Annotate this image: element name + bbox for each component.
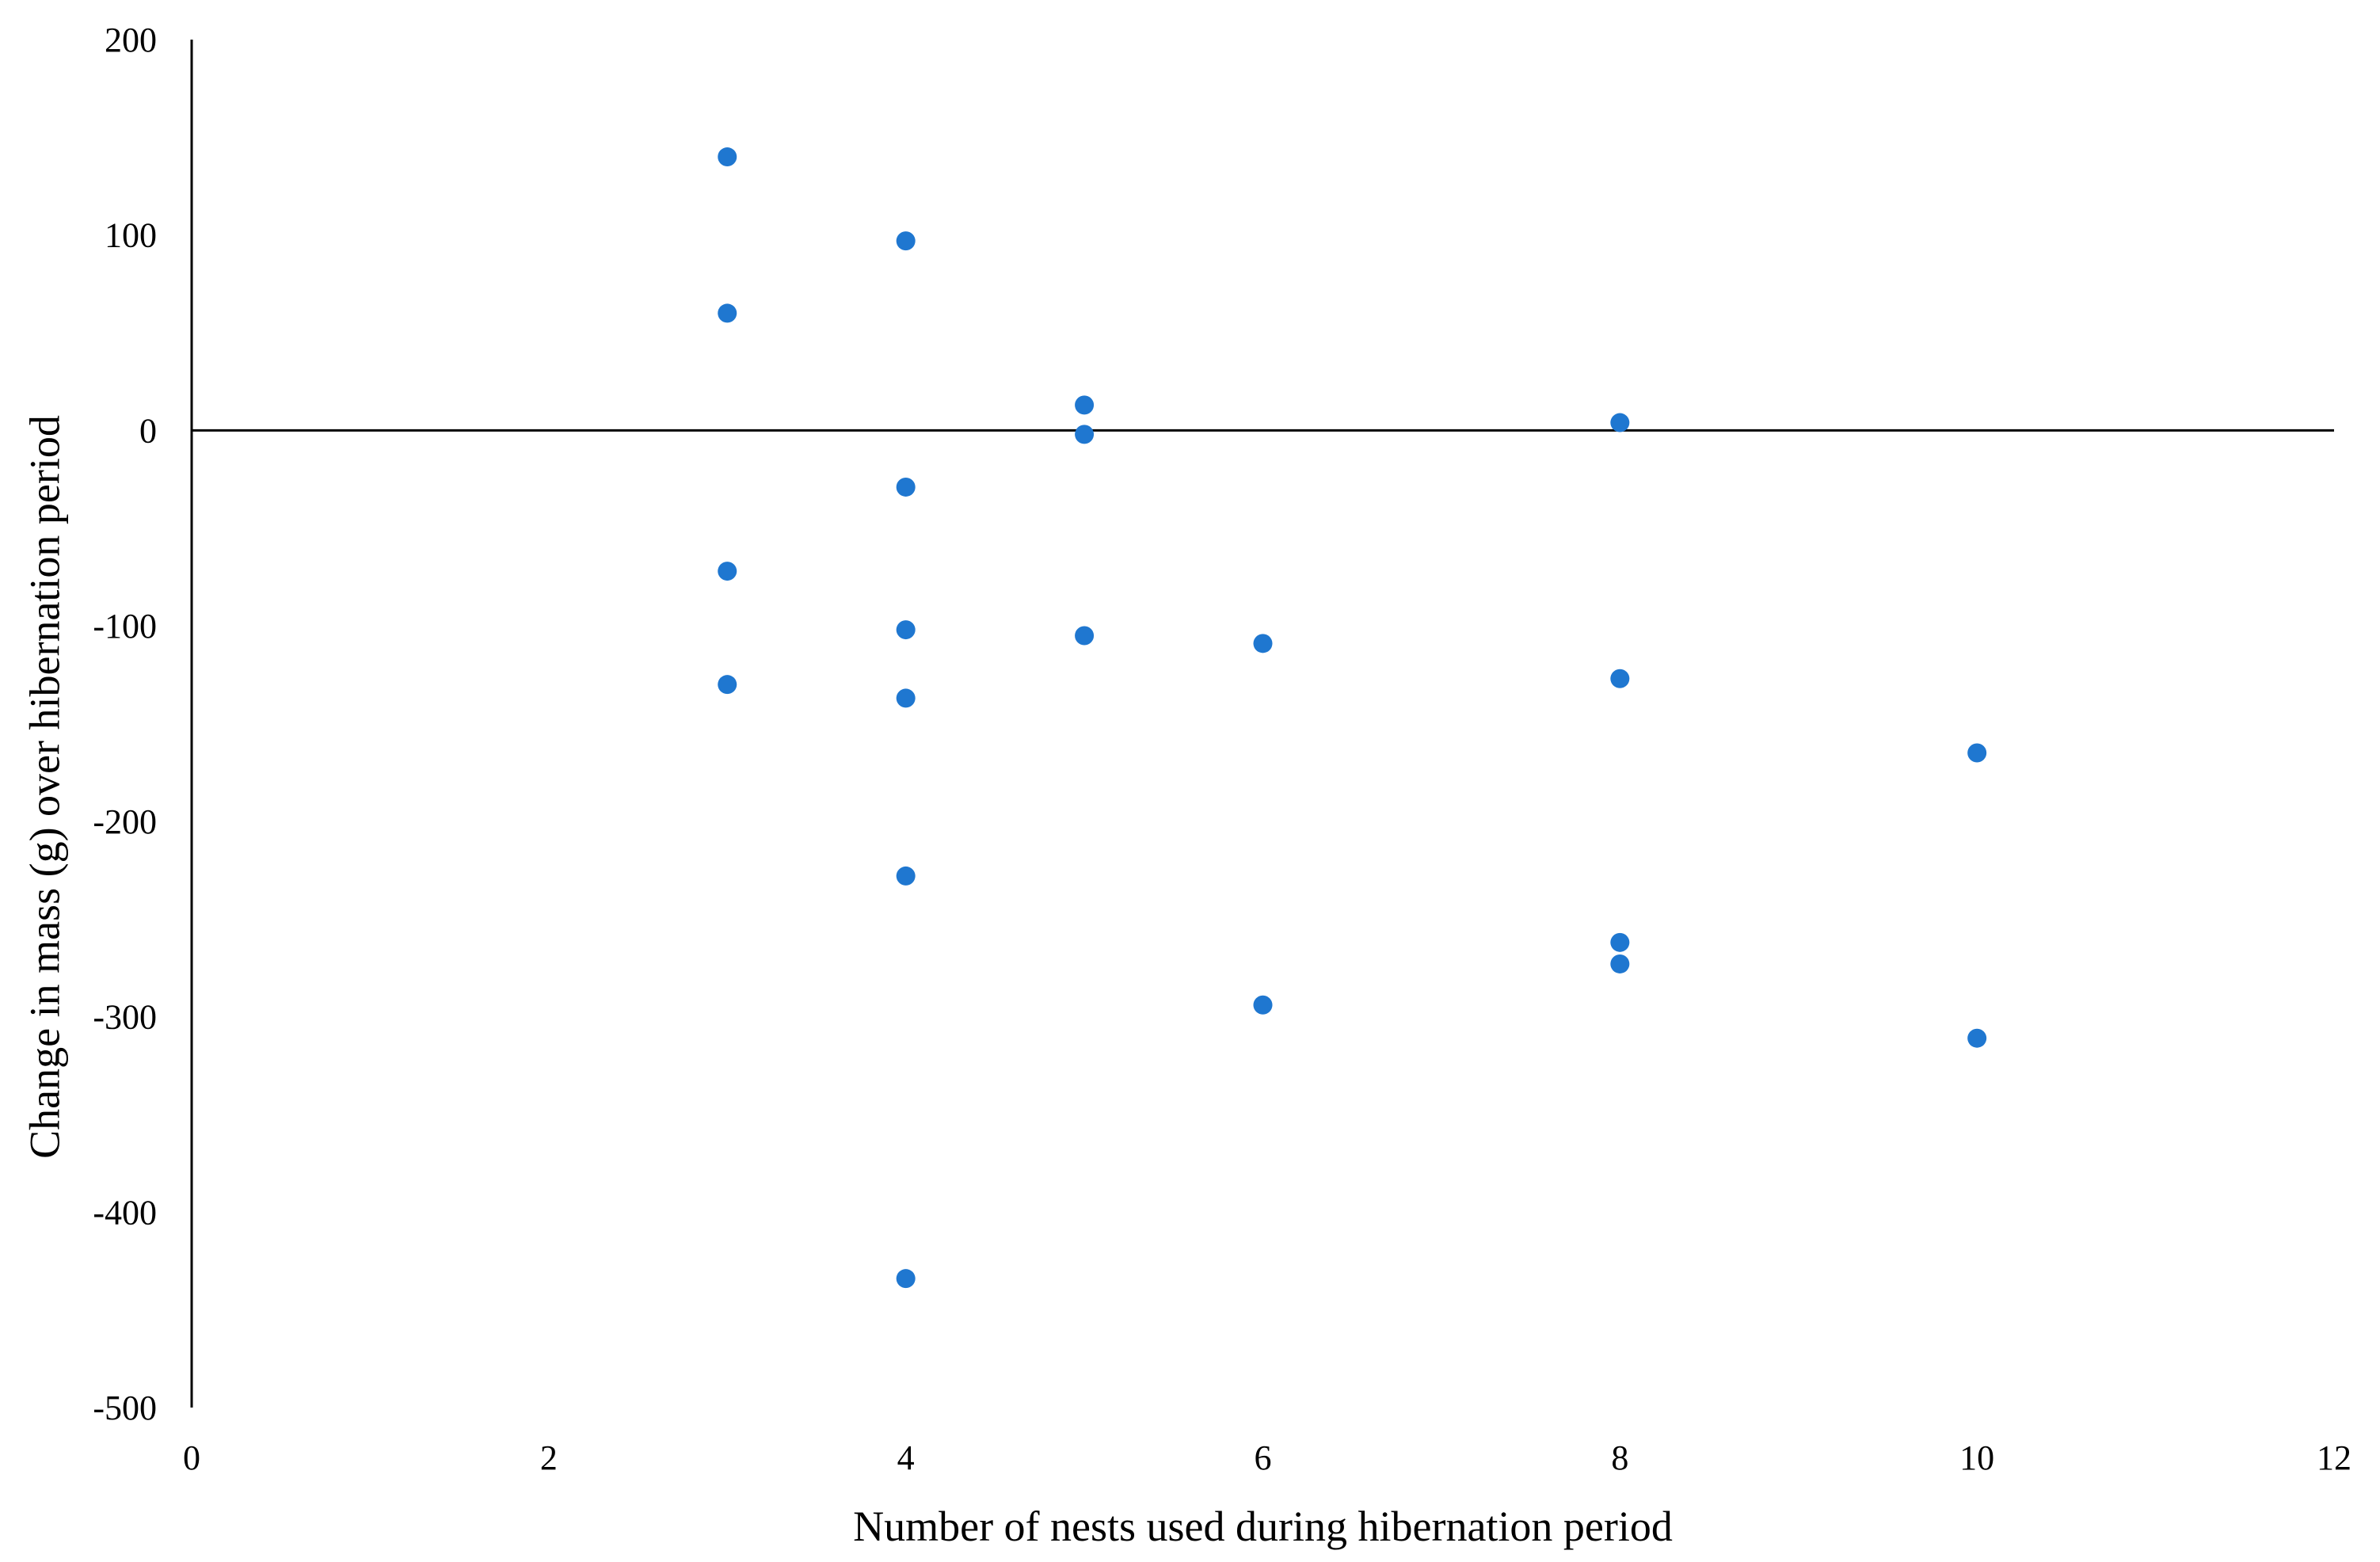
- data-point: [1075, 425, 1095, 444]
- data-point: [1253, 634, 1273, 653]
- data-point: [1967, 743, 1987, 763]
- data-point: [1610, 954, 1630, 973]
- data-point: [1253, 995, 1273, 1015]
- y-tick-labels: 200 100 0 -100 -200 -300 -400 -500: [93, 21, 157, 1427]
- y-tick-label: -300: [93, 998, 157, 1037]
- data-point: [1610, 669, 1630, 688]
- x-tick-labels: 0 2 4 6 8 10 12: [183, 1438, 2351, 1477]
- x-tick-label: 0: [183, 1438, 200, 1477]
- data-point: [718, 675, 737, 695]
- y-tick-label: -200: [93, 802, 157, 841]
- data-point: [718, 562, 737, 581]
- axes-layer: [190, 40, 2334, 1408]
- x-tick-label: 12: [2317, 1438, 2351, 1477]
- data-point: [1075, 395, 1095, 415]
- y-tick-label: -500: [93, 1389, 157, 1427]
- data-point: [718, 147, 737, 167]
- data-point: [1610, 932, 1630, 952]
- data-point: [1075, 626, 1095, 646]
- y-tick-label: 100: [105, 216, 157, 255]
- y-tick-label: -100: [93, 607, 157, 646]
- data-point: [896, 1269, 916, 1289]
- data-point: [896, 866, 916, 886]
- x-axis-title: Number of nests used during hibernation …: [853, 1503, 1673, 1550]
- x-tick-label: 2: [540, 1438, 558, 1477]
- x-tick-label: 8: [1611, 1438, 1628, 1477]
- data-point: [1610, 413, 1630, 432]
- data-points: [718, 147, 1987, 1289]
- data-point: [1967, 1028, 1987, 1048]
- data-point: [896, 688, 916, 708]
- data-point: [896, 477, 916, 497]
- x-tick-label: 10: [1959, 1438, 1994, 1477]
- data-point: [896, 231, 916, 251]
- x-tick-label: 6: [1255, 1438, 1272, 1477]
- y-tick-label: 0: [139, 411, 157, 450]
- y-tick-label: 200: [105, 21, 157, 59]
- data-point: [896, 620, 916, 640]
- y-tick-label: -400: [93, 1193, 157, 1232]
- y-axis-title: Change in mass (g) over hibernation peri…: [21, 415, 68, 1159]
- data-point: [718, 303, 737, 323]
- x-tick-label: 4: [897, 1438, 915, 1477]
